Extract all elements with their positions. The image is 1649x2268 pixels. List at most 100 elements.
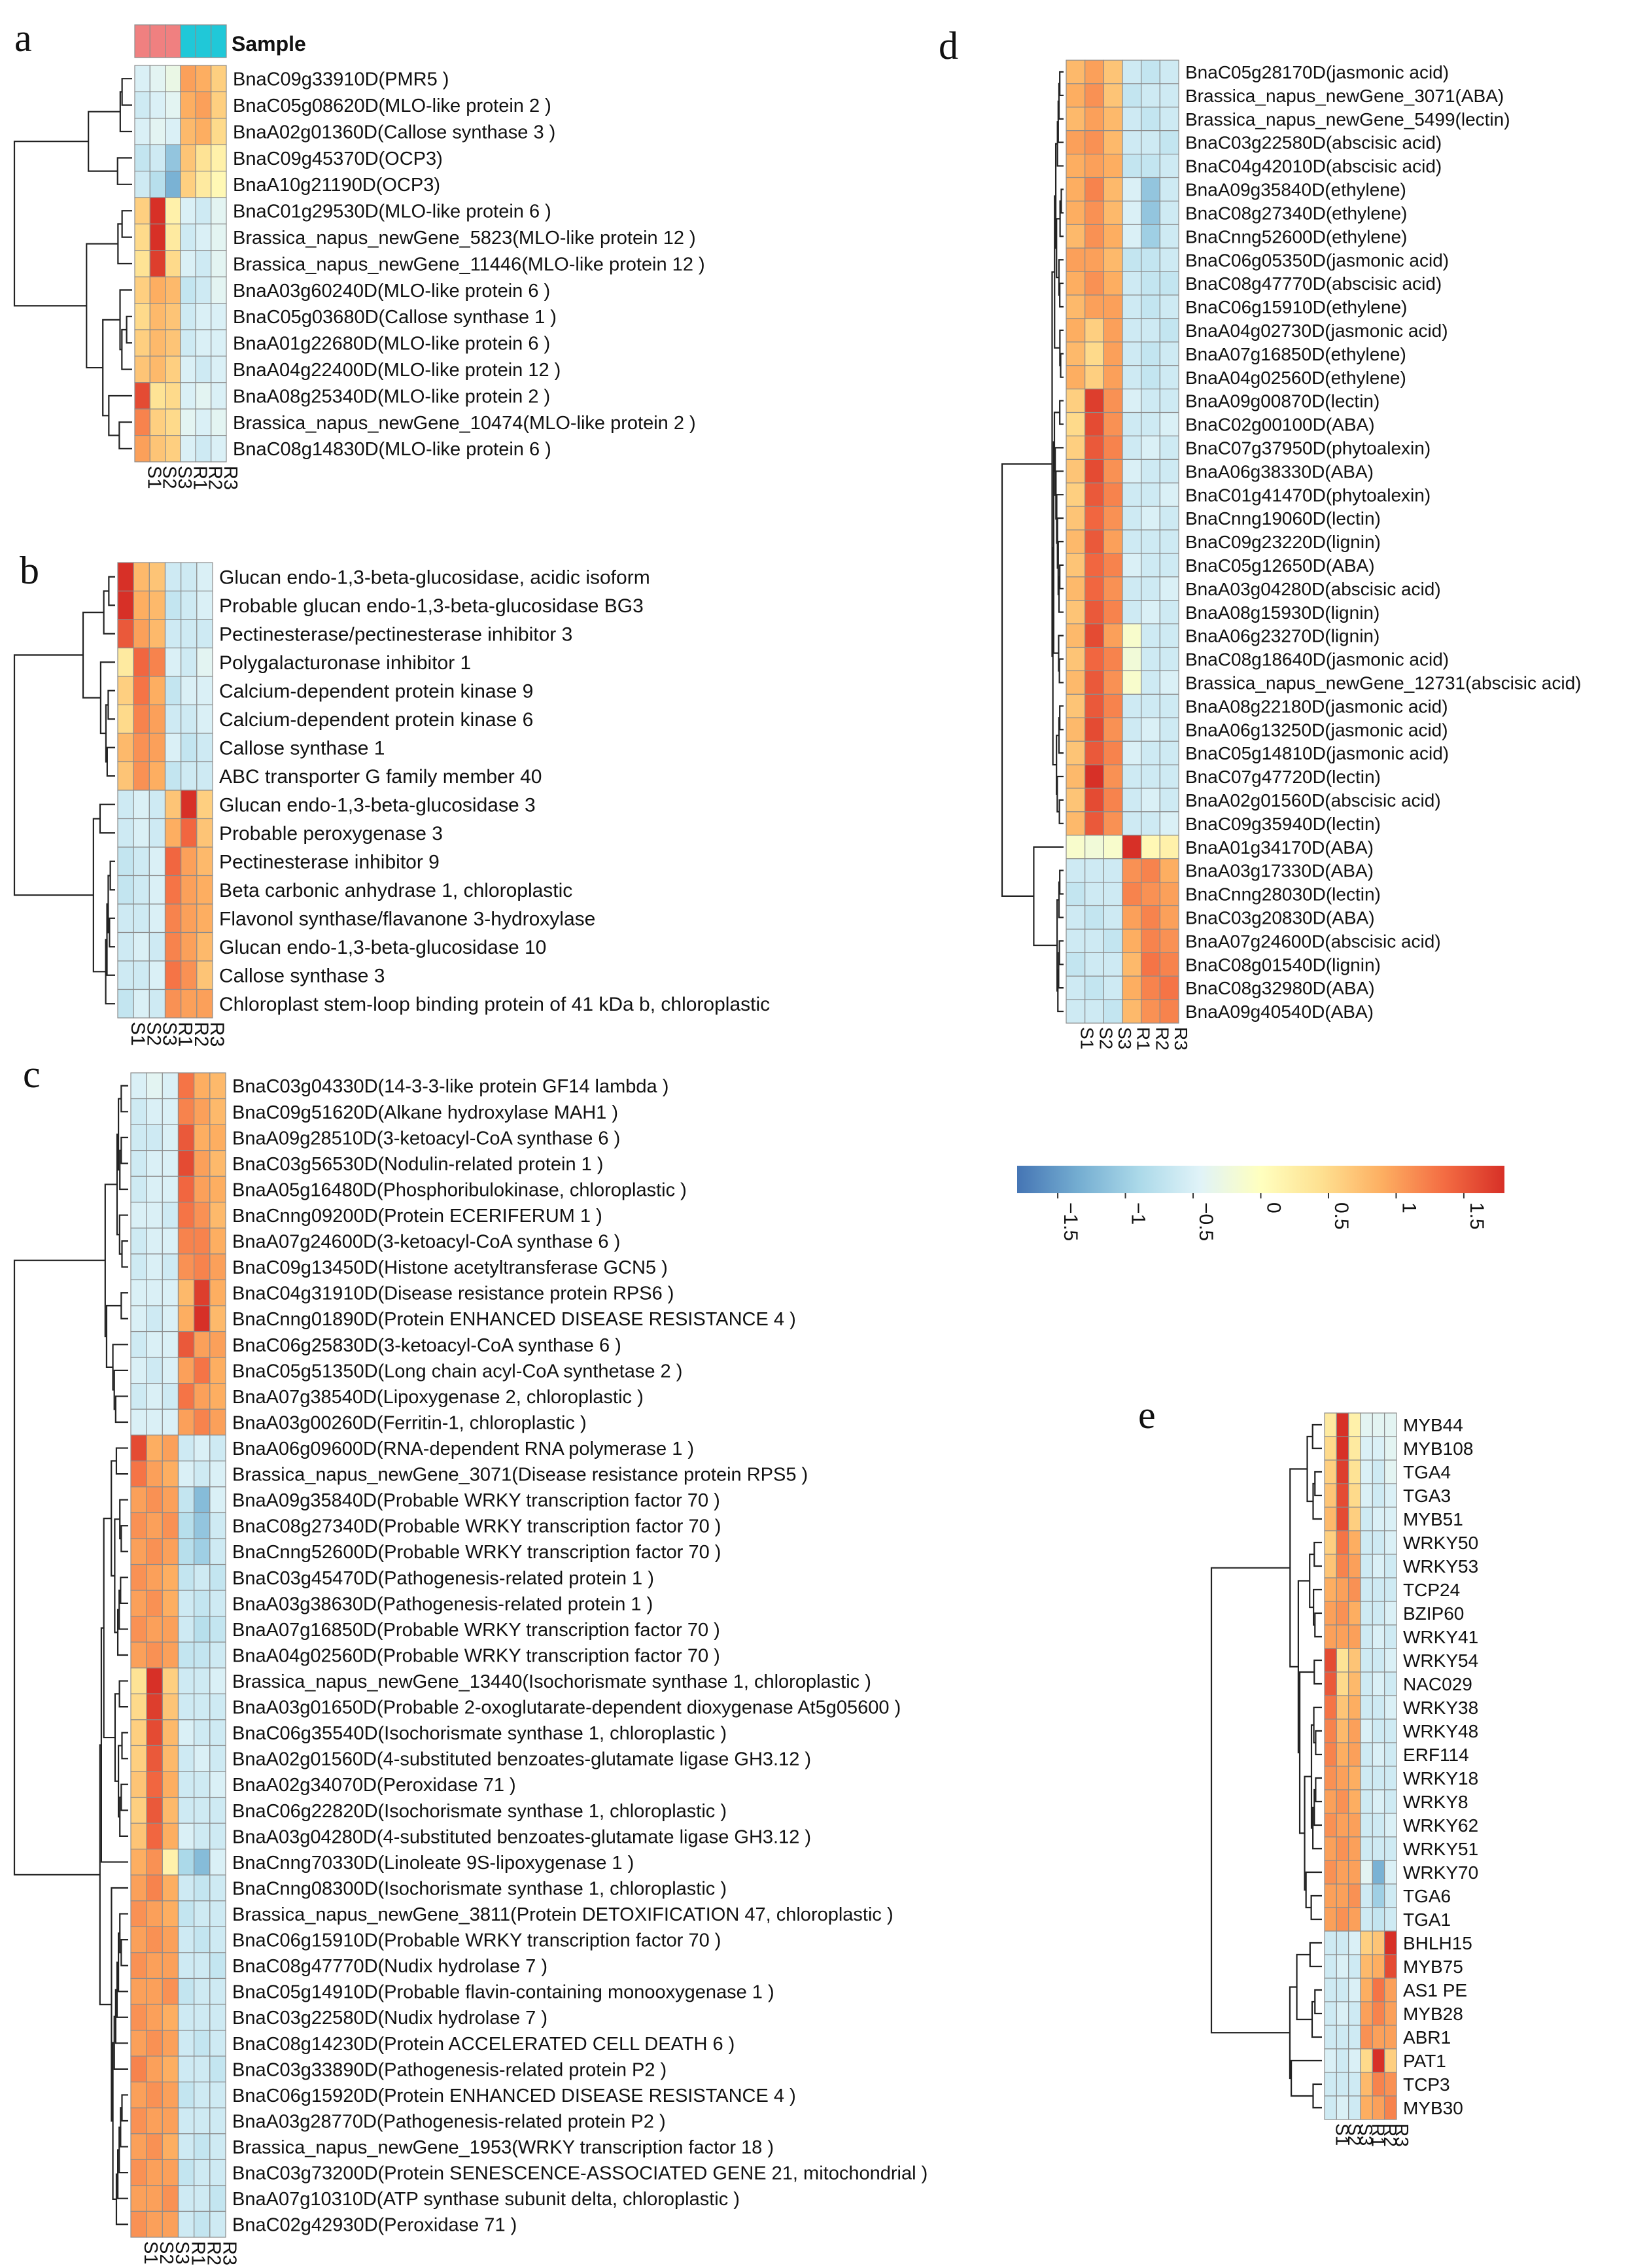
row-label: BnaC08g27340D(ethylene) — [1185, 203, 1407, 223]
heatmap-cell — [1122, 107, 1142, 131]
heatmap-cell — [165, 408, 181, 436]
heatmap-cell — [194, 1383, 211, 1410]
heatmap-cell — [1336, 1459, 1349, 1484]
heatmap-cell — [1159, 177, 1179, 202]
heatmap-cell — [130, 2133, 147, 2160]
row-label: BnaA03g04280D(abscisic acid) — [1185, 579, 1441, 599]
heatmap-cell — [1103, 107, 1123, 131]
dendrogram-branch — [116, 157, 132, 185]
heatmap-cell — [1159, 811, 1179, 836]
heatmap-cell — [1122, 693, 1142, 718]
heatmap-cell — [195, 91, 212, 119]
heatmap-cell — [1141, 130, 1160, 155]
heatmap-cell — [1122, 999, 1142, 1024]
heatmap-cell — [1122, 200, 1142, 225]
heatmap-cell — [146, 2185, 163, 2212]
heatmap-cell — [1384, 1883, 1397, 1908]
heatmap-cell — [1103, 788, 1123, 812]
heatmap-cell — [162, 1408, 179, 1436]
dendrogram-branch — [118, 1680, 128, 1708]
heatmap-cell — [181, 704, 198, 734]
row-label: BnaA03g17330D(ABA) — [1185, 861, 1374, 881]
heatmap-cell — [1066, 341, 1086, 366]
heatmap-cell — [1372, 1718, 1385, 1743]
annotation-cell — [134, 24, 150, 58]
row-label: BnaC08g14230D(Protein ACCELERATED CELL D… — [232, 2034, 735, 2055]
heatmap-cell — [195, 171, 212, 198]
heatmap-cell — [1348, 1601, 1361, 1626]
dendrogram-branch — [1309, 1942, 1322, 1968]
heatmap-cell — [1103, 365, 1123, 390]
heatmap-cell — [194, 1693, 211, 1720]
heatmap-cell — [1122, 294, 1142, 319]
row-label: TGA1 — [1403, 1910, 1451, 1930]
heatmap-cell — [130, 2004, 147, 2031]
heatmap-cell — [1159, 482, 1179, 507]
heatmap-cell — [162, 2055, 179, 2083]
row-label: WRKY51 — [1403, 1839, 1478, 1859]
heatmap-cell — [1122, 646, 1142, 672]
heatmap-cell — [1159, 200, 1179, 225]
heatmap-cell — [148, 875, 166, 905]
heatmap-cell — [1159, 154, 1179, 179]
heatmap-cell — [162, 2029, 179, 2057]
heatmap-cell — [1324, 2072, 1337, 2097]
heatmap-cell — [194, 1202, 211, 1229]
heatmap-cell — [1348, 1718, 1361, 1743]
heatmap-cell — [162, 2082, 179, 2108]
row-label: Probable peroxygenase 3 — [219, 823, 443, 845]
heatmap-cell — [1141, 905, 1160, 930]
heatmap-cell — [130, 1745, 147, 1772]
heatmap-cell — [149, 171, 166, 198]
row-label: Brassica_napus_newGene_13440(Isochorisma… — [232, 1671, 871, 1692]
heatmap-cell — [1122, 788, 1142, 812]
heatmap-cell — [148, 647, 166, 677]
row-label: BnaA06g23270D(lignin) — [1185, 626, 1380, 646]
heatmap-cell — [1348, 1530, 1361, 1555]
heatmap-cell — [164, 790, 182, 820]
heatmap-cell — [1384, 2072, 1397, 2097]
heatmap-cell — [1141, 389, 1160, 413]
heatmap-d: BnaC05g28170D(jasmonic acid) Brassica_nap… — [1001, 60, 1581, 1051]
row-label: BnaA10g21190D(OCP3) — [233, 175, 440, 196]
heatmap-cell — [165, 434, 181, 462]
heatmap-cell — [196, 676, 213, 706]
heatmap-cell — [162, 1331, 179, 1358]
column-label: S2 — [159, 466, 180, 489]
panel-label-d: d — [939, 24, 958, 67]
heatmap-cell — [1384, 1507, 1397, 1531]
heatmap-cell — [133, 590, 150, 620]
heatmap-cell — [177, 1435, 195, 1461]
heatmap-cell — [1324, 1954, 1337, 1979]
heatmap-cell — [1103, 670, 1123, 695]
heatmap-cell — [162, 1771, 179, 1798]
heatmap-cell — [196, 647, 213, 677]
dendrogram-branch — [116, 1609, 128, 1656]
heatmap-cell — [1141, 411, 1160, 437]
heatmap-cell — [130, 1952, 147, 1980]
heatmap-cell — [194, 1408, 211, 1436]
heatmap-cell — [117, 562, 134, 592]
heatmap-cell — [177, 1538, 195, 1565]
heatmap-cell — [1159, 600, 1179, 625]
heatmap-cell — [1103, 881, 1123, 907]
column-label: R3 — [1392, 2123, 1412, 2147]
heatmap-cell — [1085, 952, 1104, 977]
row-label: BnaC05g51350D(Long chain acyl-CoA synthe… — [232, 1361, 682, 1382]
heatmap-cell — [1336, 1577, 1349, 1602]
row-label: ERF114 — [1403, 1745, 1469, 1765]
heatmap-cell — [146, 1460, 163, 1488]
heatmap-cell — [1122, 576, 1142, 601]
heatmap-cell — [194, 2159, 211, 2186]
row-label: ABC transporter G family member 40 — [219, 766, 542, 788]
heatmap-cell — [130, 2210, 147, 2238]
dendrogram-branch — [115, 2173, 128, 2225]
heatmap-cell — [1066, 788, 1086, 812]
heatmap-cell — [1324, 1507, 1337, 1531]
dendrogram-branch — [1056, 218, 1060, 279]
heatmap-cell — [177, 1693, 195, 1720]
heatmap-cell — [162, 1849, 179, 1875]
heatmap-cell — [1122, 858, 1142, 883]
heatmap-cell — [177, 1512, 195, 1539]
heatmap-cell — [130, 1486, 147, 1514]
